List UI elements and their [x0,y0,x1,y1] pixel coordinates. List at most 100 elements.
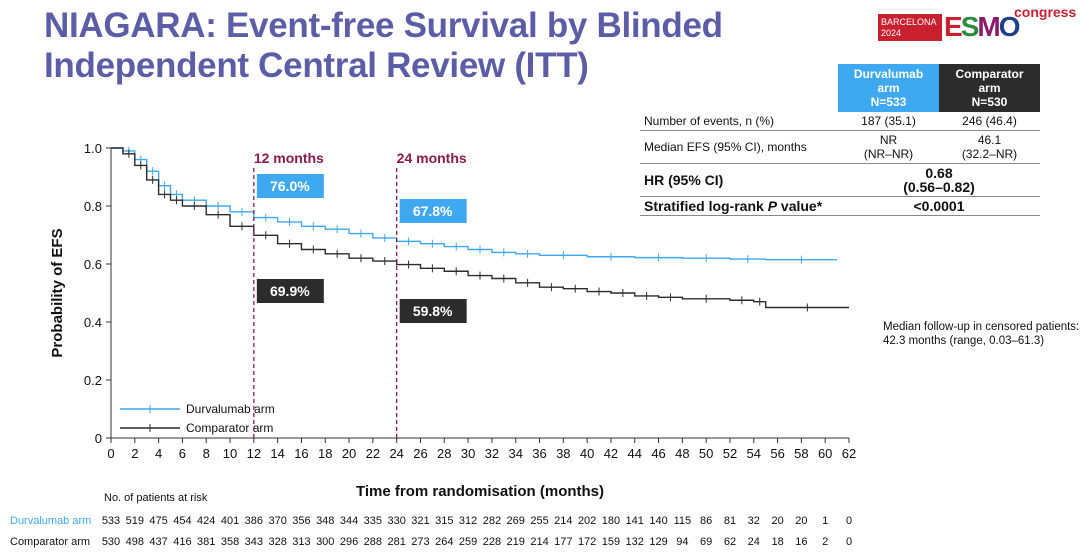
x-tick-label: 36 [532,446,546,461]
y-tick-label: 0.6 [84,257,102,272]
x-tick-label: 26 [413,446,427,461]
risk-count: 140 [649,515,668,527]
risk-title: No. of patients at risk [104,492,208,504]
header-durvalumab: Durvalumab arm N=533 [838,64,939,112]
risk-count: 401 [220,515,240,527]
risk-count: 343 [244,536,263,548]
esmo-logo: BARCELONA 2024 ESMO congress [878,4,1078,42]
x-tick-label: 44 [628,446,642,461]
durva-rate-box [256,174,324,198]
durva-rate: 67.8% [413,203,453,219]
y-tick-label: 0.4 [84,315,102,330]
comp-rate-box [256,279,324,303]
x-tick-label: 24 [389,446,403,461]
risk-count: 18 [771,536,784,548]
risk-count: 519 [125,515,144,527]
risk-count: 20 [795,515,808,527]
y-tick-label: 1.0 [84,141,102,156]
comp-rate: 69.9% [270,283,310,299]
followup-note: Median follow-up in censored patients: 42… [883,321,1080,347]
risk-count: 172 [577,536,597,548]
risk-count: 269 [506,515,525,527]
risk-count: 62 [723,536,737,548]
risk-count: 475 [149,515,168,527]
risk-count: 416 [173,536,192,548]
risk-count: 228 [482,536,502,548]
slide-title: NIAGARA: Event-free Survival by Blinded … [44,6,723,86]
logo-suffix: congress [1014,4,1077,20]
risk-count: 86 [700,515,713,527]
x-tick-label: 56 [770,446,784,461]
risk-count: 424 [197,515,216,527]
risk-count: 348 [316,515,335,527]
risk-count: 69 [700,536,713,548]
risk-count: 358 [220,536,240,548]
risk-count: 177 [554,536,573,548]
risk-count: 335 [363,515,383,527]
risk-count: 202 [577,515,597,527]
risk-count: 530 [101,536,121,548]
risk-count: 312 [458,515,478,527]
x-tick-label: 6 [179,446,186,461]
risk-count: 1 [822,515,829,527]
logo-brand: ESMO [944,11,1020,42]
comp-rate-box [399,299,467,323]
risk-count: 356 [292,515,311,527]
comp-rate: 59.8% [413,303,453,319]
x-tick-label: 12 [247,446,261,461]
x-tick-label: 46 [651,446,665,461]
risk-count: 132 [625,536,644,548]
x-tick-label: 18 [318,446,332,461]
risk-count: 315 [435,515,454,527]
y-tick-label: 0 [95,431,102,446]
risk-count: 386 [244,515,263,527]
risk-count: 141 [625,515,644,527]
risk-count: 94 [676,536,689,548]
durva-rate: 76.0% [270,178,310,194]
risk-count: 381 [197,536,216,548]
risk-count: 321 [411,515,430,527]
risk-comp-label: Comparator arm [10,536,91,548]
row-hr: HR (95% CI) 0.68 (0.56–0.82) [640,163,1040,197]
y-tick-label: 0.8 [84,199,102,214]
risk-count: 296 [339,536,359,548]
row-median: Median EFS (95% CI), months NR (NR–NR) 46.1… [640,130,1040,164]
risk-count: 328 [268,536,287,548]
x-tick-label: 62 [842,446,856,461]
risk-count: 180 [601,515,621,527]
x-tick-label: 14 [270,446,284,461]
x-tick-label: 52 [723,446,737,461]
x-tick-label: 50 [699,446,713,461]
x-tick-label: 58 [794,446,808,461]
x-tick-label: 28 [437,446,451,461]
legend-label: Comparator arm [186,421,273,435]
risk-count: 214 [554,515,573,527]
risk-count: 219 [506,536,525,548]
x-tick-label: 22 [366,446,380,461]
risk-count: 129 [649,536,668,548]
risk-count: 313 [292,536,311,548]
x-tick-label: 34 [508,446,522,461]
risk-count: 159 [601,536,621,548]
risk-count: 330 [387,515,406,527]
x-tick-label: 40 [580,446,594,461]
risk-count: 81 [723,515,737,527]
x-tick-label: 54 [747,446,761,461]
risk-count: 255 [530,515,549,527]
x-tick-label: 48 [675,446,689,461]
x-axis-title: Time from randomisation (months) [356,483,604,500]
risk-count: 214 [530,536,549,548]
durva-rate-box [399,199,467,223]
km-curve-comparator [111,147,849,309]
landmark-label: 24 months [397,150,467,166]
risk-count: 24 [747,536,760,548]
risk-count: 498 [125,536,144,548]
risk-count: 115 [673,515,692,527]
risk-count: 259 [458,536,478,548]
risk-count: 20 [771,515,784,527]
risk-count: 282 [482,515,502,527]
risk-count: 533 [101,515,121,527]
logo-city-box: BARCELONA 2024 [878,14,942,41]
title-line-2: Independent Central Review (ITT) [44,46,589,85]
